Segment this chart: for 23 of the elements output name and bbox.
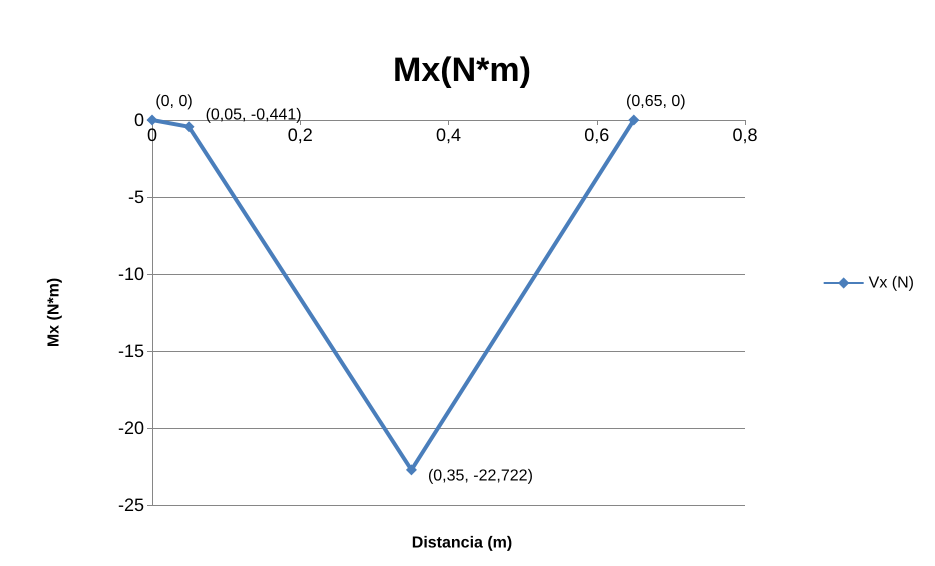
data-label: (0,65, 0) bbox=[626, 93, 686, 110]
y-tick-label: 0 bbox=[134, 110, 144, 130]
point bbox=[184, 121, 195, 132]
x-tick-label: 0,6 bbox=[584, 125, 610, 145]
y-tick-label: -20 bbox=[118, 418, 144, 438]
y-tick-label: -25 bbox=[118, 495, 144, 515]
y-axis-title: Mx (N*m) bbox=[46, 278, 62, 348]
x-tick-label: 0,4 bbox=[436, 125, 462, 145]
x-axis-title: Distancia (m) bbox=[412, 534, 512, 552]
point bbox=[628, 114, 640, 126]
y-tick-label: -5 bbox=[128, 187, 144, 207]
data-label: (0,05, -0,441) bbox=[206, 106, 302, 124]
data-label: (0, 0) bbox=[155, 93, 193, 110]
chart-title: Mx(N*m) bbox=[393, 51, 531, 89]
legend-label: Vx (N) bbox=[868, 274, 914, 292]
point bbox=[146, 114, 158, 126]
x-tick-label: 0 bbox=[146, 125, 158, 145]
y-tick-label: -15 bbox=[118, 341, 144, 361]
point bbox=[406, 464, 417, 476]
data-label: (0,35, -22,722) bbox=[428, 467, 533, 484]
x-tick-label: 0,2 bbox=[288, 125, 313, 145]
x-tick-label: 0,8 bbox=[732, 125, 758, 145]
y-tick-label: -10 bbox=[118, 264, 144, 284]
